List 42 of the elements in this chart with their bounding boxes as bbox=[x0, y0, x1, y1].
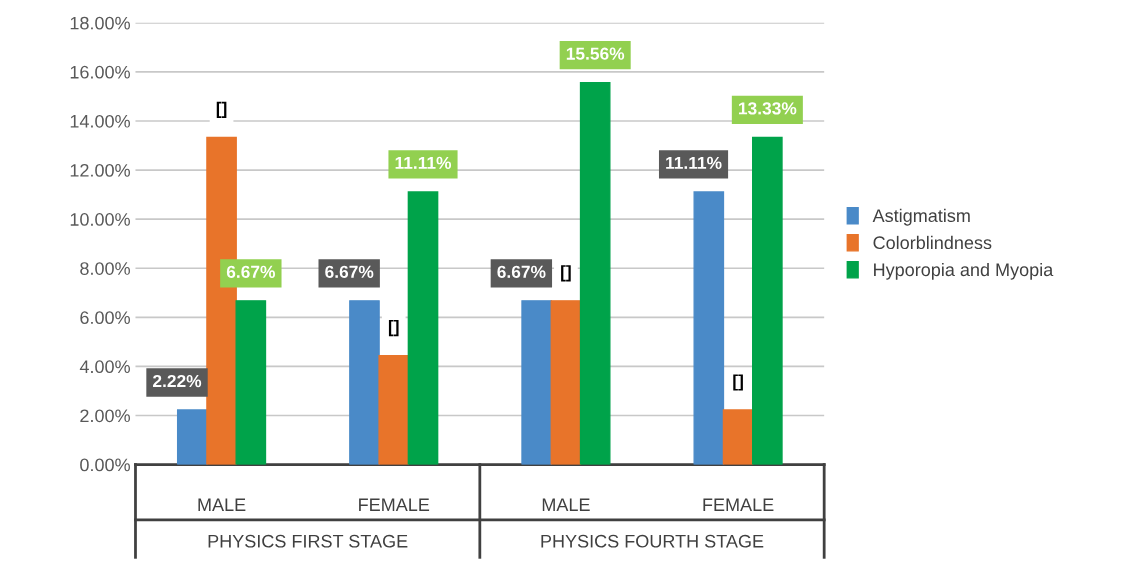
x-tick-label: FEMALE bbox=[703, 498, 774, 511]
data-label: 11.11% bbox=[666, 156, 722, 169]
y-tick-label: 14.00% bbox=[70, 114, 130, 128]
bar bbox=[349, 300, 380, 465]
bar bbox=[407, 191, 439, 465]
bar bbox=[722, 409, 754, 465]
y-tick-label: 4.00% bbox=[79, 360, 130, 374]
y-tick-label: 0.00% bbox=[80, 458, 130, 472]
x-tick-label: FEMALE bbox=[359, 498, 430, 511]
data-label: [] bbox=[388, 319, 399, 337]
data-label: 13.33% bbox=[739, 102, 797, 115]
data-label: 6.67% bbox=[497, 265, 546, 278]
bar bbox=[176, 409, 208, 465]
data-label: 15.56% bbox=[566, 47, 625, 60]
y-tick-label: 16.00% bbox=[70, 65, 130, 79]
data-label: [] bbox=[733, 374, 743, 391]
data-label: 11.11% bbox=[395, 156, 452, 169]
bar bbox=[378, 354, 410, 465]
data-label: [] bbox=[216, 101, 227, 118]
legend-label: Hyporopia and Myopia bbox=[874, 262, 1054, 280]
bar bbox=[235, 300, 267, 465]
x-tick-label: MALE bbox=[542, 498, 590, 511]
text: PHYSICS FOURTH STAGE bbox=[541, 534, 764, 548]
y-tick-label: 2.00% bbox=[80, 409, 130, 423]
bar bbox=[521, 300, 552, 465]
data-label: [] bbox=[561, 265, 571, 282]
data-label: 6.67% bbox=[325, 265, 374, 278]
data-label: 6.67% bbox=[226, 265, 275, 278]
bar bbox=[752, 136, 783, 465]
x-tick-label: MALE bbox=[198, 498, 246, 511]
y-tick-label: 8.00% bbox=[80, 262, 130, 275]
y-tick-label: 12.00% bbox=[70, 163, 130, 177]
legend-label: Astigmatism bbox=[872, 208, 970, 226]
bar bbox=[550, 300, 582, 465]
bar bbox=[693, 191, 725, 465]
legend-label: Colorblindness bbox=[873, 235, 992, 250]
y-tick-label: 10.00% bbox=[70, 213, 130, 226]
y-tick-label: 18.00% bbox=[70, 16, 130, 30]
bar bbox=[579, 81, 611, 465]
data-label: 2.22% bbox=[153, 374, 202, 388]
y-tick-label: 6.00% bbox=[80, 311, 130, 325]
text: PHYSICS FIRST STAGE bbox=[208, 534, 408, 548]
